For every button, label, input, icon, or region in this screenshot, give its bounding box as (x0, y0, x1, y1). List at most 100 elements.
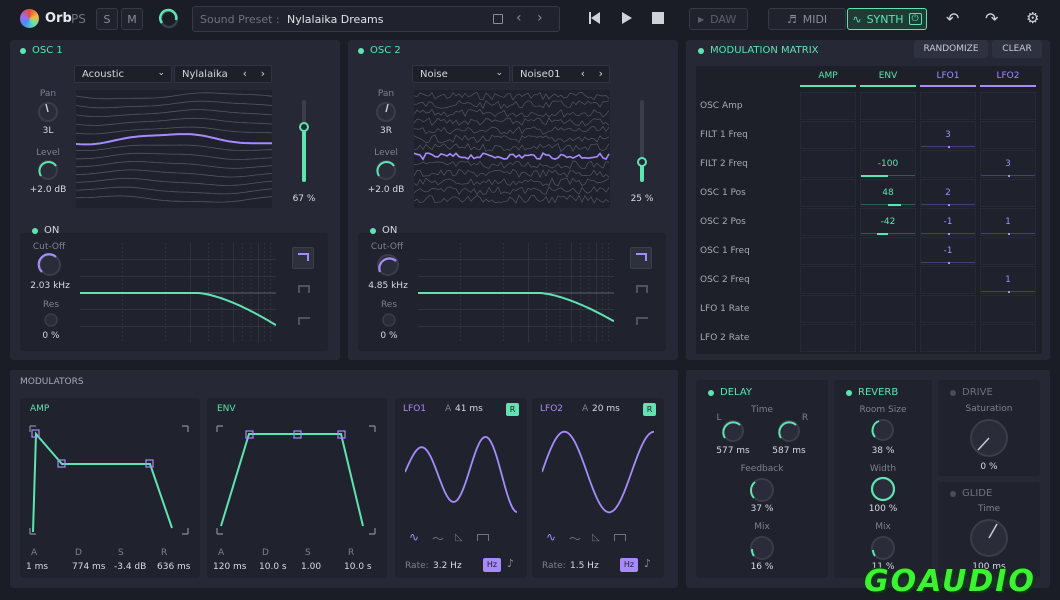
amp-decay-handle[interactable] (57, 459, 66, 468)
lfo2-rate-value[interactable]: 1.5 Hz (570, 561, 599, 571)
lfo1-sine-icon[interactable]: ∿ (409, 530, 420, 544)
delay-feedback-knob[interactable] (748, 476, 776, 504)
clear-button[interactable]: CLEAR (992, 40, 1042, 58)
synth-button[interactable]: ∿ SYNTH ⏻ (847, 8, 927, 30)
reverb-width-knob[interactable] (869, 475, 897, 503)
osc2-cutoff-knob[interactable] (375, 252, 401, 278)
chevron-right-icon[interactable]: › (598, 67, 603, 80)
matrix-cell[interactable]: -1 (920, 208, 976, 236)
master-volume-knob[interactable] (158, 8, 180, 30)
glide-power-icon[interactable] (950, 490, 956, 497)
matrix-cell[interactable] (860, 237, 916, 265)
osc1-wave-select[interactable]: Acoustic ⌄ (74, 65, 172, 83)
osc1-highpass-icon[interactable] (298, 317, 310, 325)
lfo2-square-icon[interactable] (614, 534, 626, 541)
matrix-cell[interactable] (800, 150, 856, 178)
osc2-volume-slider[interactable] (637, 100, 647, 182)
play-icon[interactable] (622, 12, 632, 24)
reverb-mix-knob[interactable] (869, 534, 897, 562)
matrix-cell[interactable] (980, 237, 1036, 265)
solo-button[interactable]: S (96, 8, 118, 30)
matrix-cell[interactable] (860, 324, 916, 352)
matrix-cell[interactable] (920, 266, 976, 294)
lfo1-retrigger-button[interactable]: R (506, 403, 519, 416)
amp-sustain-handle[interactable] (145, 459, 154, 468)
osc1-pan-knob[interactable] (36, 100, 60, 124)
reverb-power-icon[interactable] (846, 389, 852, 396)
delay-power-icon[interactable] (708, 389, 714, 396)
drive-saturation-knob[interactable] (967, 416, 1011, 460)
matrix-cell[interactable]: 1 (980, 266, 1036, 294)
matrix-cell[interactable] (980, 92, 1036, 120)
osc1-cutoff-knob[interactable] (37, 252, 63, 278)
osc2-bandpass-icon[interactable] (636, 285, 648, 293)
env-envelope-graph[interactable] (215, 424, 379, 538)
preset-name[interactable]: Nylalaika Dreams (287, 13, 384, 26)
preset-box[interactable] (192, 6, 560, 32)
osc2-volume-handle[interactable] (637, 156, 647, 167)
midi-button[interactable]: ♬ MIDI (768, 8, 846, 30)
osc1-power-icon[interactable] (20, 47, 26, 54)
matrix-cell[interactable] (920, 324, 976, 352)
delay-l-knob[interactable] (720, 418, 746, 444)
lfo1-rate-value[interactable]: 3.2 Hz (433, 561, 462, 571)
lfo1-square-icon[interactable] (477, 534, 489, 541)
reverb-room-knob[interactable] (870, 417, 896, 443)
matrix-cell[interactable] (920, 150, 976, 178)
matrix-cell[interactable] (860, 266, 916, 294)
matrix-power-icon[interactable] (698, 47, 704, 54)
matrix-cell[interactable] (800, 208, 856, 236)
daw-button[interactable]: ▶ DAW (689, 8, 748, 30)
osc1-res-knob[interactable] (42, 311, 60, 329)
stop-icon[interactable] (652, 12, 664, 24)
lfo1-saw-icon[interactable]: ◺ (455, 532, 463, 543)
matrix-cell[interactable] (980, 324, 1036, 352)
matrix-cell[interactable]: 3 (920, 121, 976, 149)
preset-prev-icon[interactable]: ‹ (516, 10, 522, 26)
delay-r-knob[interactable] (776, 418, 802, 444)
matrix-cell[interactable] (800, 121, 856, 149)
osc2-sub-select[interactable]: Noise01 ‹ › (512, 65, 610, 83)
matrix-cell[interactable] (860, 295, 916, 323)
matrix-cell[interactable] (800, 237, 856, 265)
osc2-pan-knob[interactable] (374, 100, 398, 124)
matrix-cell[interactable]: -42 (860, 208, 916, 236)
matrix-cell[interactable] (860, 92, 916, 120)
osc1-lowpass-icon[interactable] (292, 247, 314, 269)
matrix-cell[interactable]: 48 (860, 179, 916, 207)
randomize-button[interactable]: RANDOMIZE (914, 40, 988, 58)
lfo1-unit-button[interactable]: Hz (483, 558, 501, 572)
lfo2-unit-button[interactable]: Hz (620, 558, 638, 572)
osc2-level-knob[interactable] (374, 158, 398, 182)
matrix-cell[interactable] (800, 266, 856, 294)
amp-attack-handle[interactable] (31, 429, 40, 438)
matrix-cell[interactable]: -1 (920, 237, 976, 265)
osc1-bandpass-icon[interactable] (298, 285, 310, 293)
osc2-wave-select[interactable]: Noise ⌄ (412, 65, 510, 83)
lfo1-sync-note-icon[interactable]: ♪ (507, 557, 515, 570)
matrix-cell[interactable] (980, 179, 1036, 207)
lfo2-sine-icon[interactable]: ∿ (546, 530, 557, 544)
matrix-cell[interactable] (980, 295, 1036, 323)
matrix-cell[interactable]: 1 (980, 208, 1036, 236)
matrix-cell[interactable] (800, 295, 856, 323)
osc1-filter-power-icon[interactable] (32, 227, 38, 234)
osc1-level-knob[interactable] (36, 158, 60, 182)
osc1-volume-handle[interactable] (299, 122, 309, 133)
lfo2-sync-note-icon[interactable]: ♪ (644, 557, 652, 570)
matrix-cell[interactable] (800, 179, 856, 207)
undo-icon[interactable]: ↶ (946, 9, 960, 28)
matrix-cell[interactable] (980, 121, 1036, 149)
lfo1-triangle-icon[interactable]: 〜 (432, 532, 445, 546)
lfo2-triangle-icon[interactable]: 〜 (569, 532, 582, 546)
chevron-right-icon[interactable]: › (260, 67, 265, 80)
mute-button[interactable]: M (121, 8, 143, 30)
amp-envelope-graph[interactable] (28, 424, 192, 538)
save-icon[interactable] (493, 14, 503, 24)
redo-icon[interactable]: ↷ (985, 9, 999, 28)
osc1-sub-select[interactable]: Nylalaika ‹ › (174, 65, 272, 83)
osc2-highpass-icon[interactable] (636, 317, 648, 325)
lfo2-retrigger-button[interactable]: R (643, 403, 656, 416)
osc2-power-icon[interactable] (358, 47, 364, 54)
env-attack-handle[interactable] (245, 430, 254, 439)
